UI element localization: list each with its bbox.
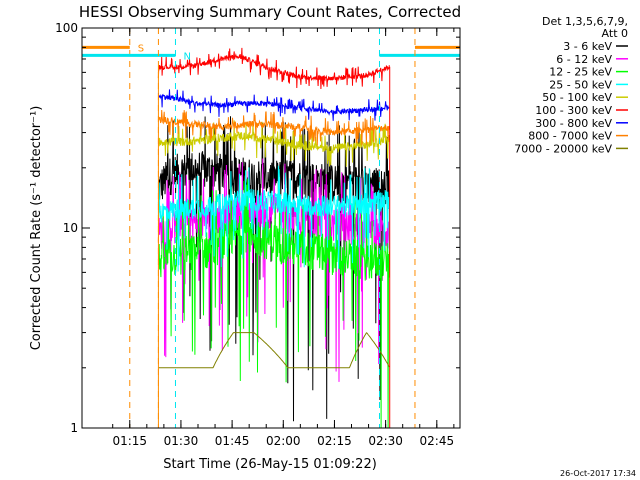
x-tick-label: 01:30 [164, 434, 199, 448]
x-tick-label: 01:45 [215, 434, 250, 448]
series-line [157, 109, 390, 146]
legend-header: Det 1,3,5,6,7,9, [542, 15, 628, 28]
legend-label: 3 - 6 keV [563, 40, 612, 53]
series-line [157, 158, 390, 382]
legend-label: 25 - 50 keV [549, 78, 612, 91]
x-tick-label: 02:30 [368, 434, 403, 448]
y-axis-label: Corrected Count Rate (s⁻¹ detector⁻¹) [29, 106, 44, 351]
x-tick-label: 02:15 [317, 434, 352, 448]
series-line [157, 47, 390, 90]
series-line [157, 120, 390, 167]
legend-label: 7000 - 20000 keV [514, 142, 612, 155]
legend-label: 50 - 100 keV [542, 91, 612, 104]
x-axis-label: Start Time (26-May-15 01:09:22) [163, 457, 377, 472]
timestamp: 26-Oct-2017 17:34 [560, 469, 636, 478]
chart-title: HESSI Observing Summary Count Rates, Cor… [79, 3, 461, 21]
flag-label: N [183, 51, 190, 62]
flag-label: S [138, 43, 144, 54]
y-tick-label: 100 [55, 21, 78, 35]
series-line [157, 89, 390, 121]
x-tick-label: 02:00 [266, 434, 301, 448]
legend-header: Att 0 [602, 27, 628, 40]
legend-label: 100 - 300 keV [535, 104, 612, 117]
legend-label: 300 - 800 keV [535, 117, 612, 130]
y-tick-label: 1 [70, 421, 78, 435]
y-tick-label: 10 [63, 221, 78, 235]
plot-lines [157, 47, 391, 429]
x-tick-label: 01:15 [112, 434, 147, 448]
legend-label: 800 - 7000 keV [528, 130, 612, 143]
series-line [157, 178, 390, 429]
legend-label: 6 - 12 keV [556, 53, 612, 66]
series-line [157, 165, 390, 272]
x-tick-label: 02:45 [420, 434, 455, 448]
series-line [158, 332, 390, 369]
plot-axes: 1 10 100 01:15 01:30 01:45 02:00 02:15 02:30 02:4… [55, 21, 461, 448]
legend-label: 12 - 25 keV [549, 66, 612, 79]
